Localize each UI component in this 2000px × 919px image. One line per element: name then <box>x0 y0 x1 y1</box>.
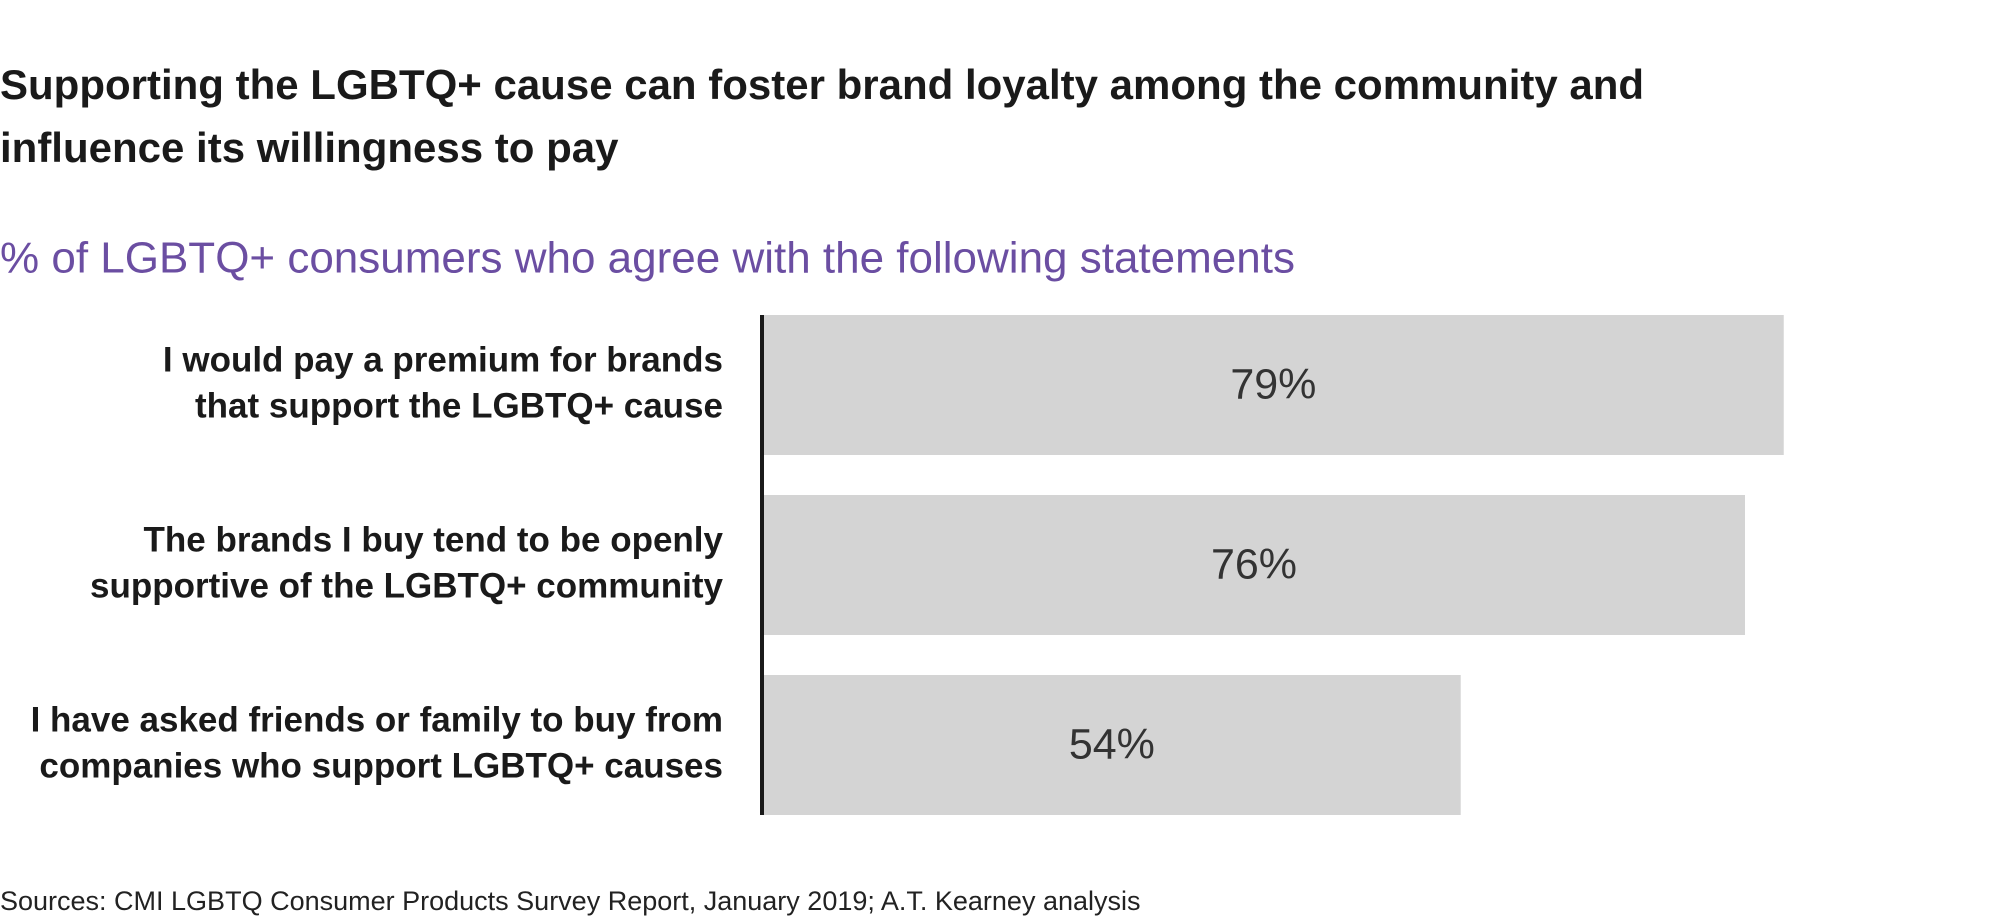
data-label: 79% <box>1230 360 1316 408</box>
data-label: 54% <box>1069 720 1155 768</box>
category-label: companies who support LGBTQ+ causes <box>39 746 723 785</box>
category-label: The brands I buy tend to be openly <box>144 520 724 559</box>
data-label: 76% <box>1211 540 1297 588</box>
category-label: I have asked friends or family to buy fr… <box>31 700 723 739</box>
bar <box>763 675 1461 815</box>
bar <box>763 495 1745 635</box>
category-label: that support the LGBTQ+ cause <box>195 386 723 425</box>
bar <box>763 315 1784 455</box>
category-label: supportive of the LGBTQ+ community <box>90 566 723 605</box>
chart-title: influence its willingness to pay <box>0 124 619 171</box>
category-label: I would pay a premium for brands <box>163 340 723 379</box>
chart-subtitle: % of LGBTQ+ consumers who agree with the… <box>0 234 1295 283</box>
source-note: Sources: CMI LGBTQ Consumer Products Sur… <box>0 886 1141 916</box>
chart-title: Supporting the LGBTQ+ cause can foster b… <box>0 61 1644 108</box>
